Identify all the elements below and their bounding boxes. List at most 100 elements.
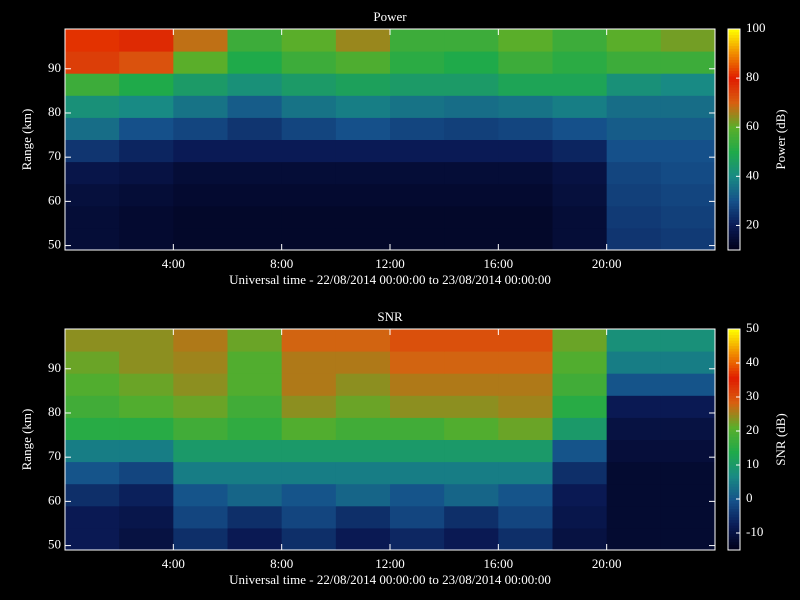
colorbar-step <box>728 70 740 74</box>
heatmap-cell <box>119 161 174 185</box>
heatmap-cell <box>335 117 391 140</box>
colorbar-tick-label: 10 <box>746 456 759 471</box>
colorbar-step <box>728 425 740 429</box>
heatmap-cell <box>390 51 445 74</box>
colorbar-step <box>728 433 740 438</box>
heatmap-cell <box>552 117 608 140</box>
colorbar-step <box>728 497 740 501</box>
heatmap-cell <box>444 483 499 507</box>
heatmap-cell <box>444 29 499 52</box>
colorbar-step <box>728 136 740 140</box>
colorbar-step <box>728 353 740 358</box>
colorbar-step <box>728 191 740 196</box>
colorbar-frame <box>727 28 741 251</box>
heatmap-cell <box>552 439 608 463</box>
colorbar-step <box>728 56 740 60</box>
x-tick-label: 8:00 <box>270 556 293 571</box>
colorbar-step <box>728 351 740 355</box>
colorbar-step <box>728 197 740 201</box>
colorbar-step <box>728 142 740 146</box>
heatmap-cell <box>281 139 337 163</box>
heatmap-cell <box>552 329 608 352</box>
heatmap-cell <box>119 505 174 529</box>
heatmap-cell <box>660 227 716 251</box>
colorbar-step <box>728 125 740 129</box>
colorbar-step <box>728 236 740 240</box>
colorbar-step <box>728 400 740 405</box>
colorbar-step <box>728 345 740 349</box>
heatmap-cell <box>173 329 228 352</box>
colorbar-step <box>728 469 740 474</box>
heatmap-cell <box>606 351 662 374</box>
heatmap-cell <box>173 351 228 374</box>
colorbar-step <box>728 428 740 432</box>
heatmap-cell <box>65 505 120 529</box>
colorbar-step <box>728 81 740 85</box>
heatmap-cell <box>65 95 120 118</box>
colorbar-step <box>728 533 740 537</box>
heatmap-cell <box>552 483 608 507</box>
heatmap-cell <box>173 373 228 396</box>
heatmap-cell <box>390 227 445 251</box>
heatmap-cell <box>173 227 228 251</box>
heatmap-cell <box>660 139 716 163</box>
colorbar-step <box>728 89 740 94</box>
colorbar-step <box>728 131 740 135</box>
x-axis-label: Universal time - 22/08/2014 00:00:00 to … <box>229 272 551 287</box>
heatmap-cell <box>65 73 120 96</box>
colorbar-tick-label: 0 <box>746 490 753 505</box>
colorbar-step <box>728 362 740 366</box>
panel-title: SNR <box>377 309 403 324</box>
colorbar-step <box>728 489 740 493</box>
heatmap-cell <box>281 95 337 118</box>
heatmap-cell <box>606 505 662 529</box>
heatmap-cell <box>281 51 337 74</box>
colorbar-step <box>728 456 740 460</box>
x-tick-label: 8:00 <box>270 256 293 271</box>
heatmap-cell <box>173 29 228 52</box>
heatmap-cell <box>119 73 174 96</box>
heatmap-cell <box>390 527 445 551</box>
heatmap-cell <box>552 73 608 96</box>
heatmap-cell <box>606 527 662 551</box>
heatmap-cell <box>335 29 391 52</box>
heatmap-cell <box>390 439 445 463</box>
colorbar-step <box>728 161 740 165</box>
colorbar-step <box>728 156 740 160</box>
heatmap-cell <box>390 139 445 163</box>
colorbar-step <box>728 464 740 468</box>
colorbar-step <box>728 414 740 418</box>
colorbar-step <box>728 45 740 49</box>
heatmap-cell <box>227 351 283 374</box>
heatmap-cell <box>498 395 553 418</box>
heatmap-cell <box>606 139 662 163</box>
colorbar-step <box>728 59 740 63</box>
colorbar-step <box>728 367 740 371</box>
colorbar-step <box>728 48 740 52</box>
heatmap-cell <box>552 505 608 529</box>
colorbar-step <box>728 98 740 102</box>
colorbar-step <box>728 478 740 482</box>
heatmap-cell <box>335 227 391 251</box>
heatmap-cell <box>606 183 662 207</box>
heatmap-cell <box>390 29 445 52</box>
heatmap-cell <box>173 417 228 440</box>
heatmap-cell <box>173 117 228 140</box>
colorbar-step <box>728 241 740 245</box>
colorbar-step <box>728 422 740 427</box>
y-tick-label: 70 <box>48 448 61 463</box>
heatmap-cell <box>498 483 553 507</box>
heatmap-cell <box>227 139 283 163</box>
heatmap-cell <box>227 205 283 229</box>
heatmap-cell <box>606 461 662 485</box>
heatmap-cell <box>498 461 553 485</box>
heatmap-cell <box>281 161 337 185</box>
heatmap-cell <box>281 373 337 396</box>
heatmap-cell <box>552 373 608 396</box>
heatmap-cell <box>335 395 391 418</box>
heatmap-cell <box>498 139 553 163</box>
heatmap-cell <box>606 205 662 229</box>
heatmap-cell <box>498 439 553 463</box>
heatmap-cell <box>552 161 608 185</box>
heatmap-cell <box>173 483 228 507</box>
